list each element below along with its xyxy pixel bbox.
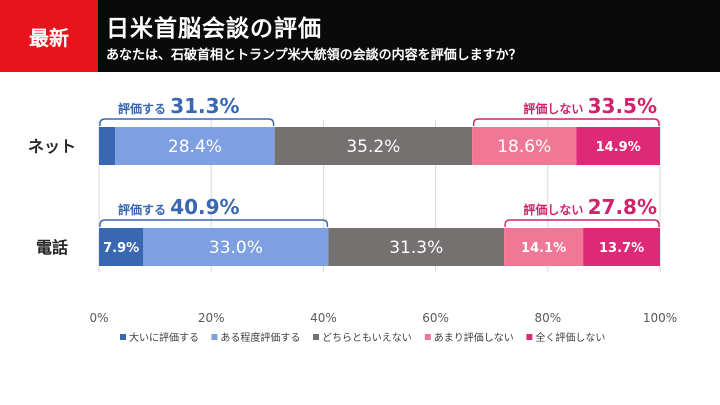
legend-label: 全く評価しない (535, 331, 605, 344)
latest-badge: 最新 (0, 0, 98, 72)
x-tick-label: 0% (89, 311, 108, 325)
annotation-label: 評価しない 27.8% (523, 195, 657, 219)
legend-label: ある程度評価する (220, 331, 300, 344)
legend-label: あまり評価しない (434, 331, 514, 344)
legend-swatch (424, 334, 431, 340)
data-label: 33.0% (209, 238, 263, 258)
legend-swatch (211, 334, 218, 340)
annotation-label: 評価する 31.3% (118, 94, 240, 118)
page-title: 日米首脳会談の評価 (106, 16, 322, 42)
data-label: 14.9% (596, 140, 641, 155)
legend-label: 大いに評価する (129, 331, 199, 344)
bar-segment (504, 228, 584, 266)
annotation-label: 評価しない 33.5% (523, 94, 657, 118)
data-label: 18.6% (497, 137, 551, 157)
bar-segment (274, 127, 473, 165)
data-label: 7.9% (103, 241, 139, 256)
bar-segment (115, 127, 275, 165)
category-label: ネット (28, 137, 76, 156)
legend-swatch (526, 334, 533, 340)
bar-segment (328, 228, 505, 266)
legend-swatch (120, 334, 126, 340)
x-tick-label: 60% (422, 311, 449, 325)
page-subtitle: あなたは、石破首相とトランプ米大統領の会談の内容を評価しますか？ (106, 48, 522, 63)
bar-segment (583, 228, 660, 266)
header-bar: 最新 日米首脳会談の評価 あなたは、石破首相とトランプ米大統領の会談の内容を評価… (0, 0, 720, 72)
legend-swatch (313, 334, 319, 340)
data-label: 13.7% (599, 241, 644, 256)
x-tick-label: 40% (310, 311, 337, 325)
data-label: 31.3% (389, 238, 443, 258)
annotation-bracket (99, 118, 275, 126)
bar-segment (99, 228, 144, 266)
category-label: 電話 (36, 238, 68, 257)
annotation-label: 評価する 40.9% (118, 195, 240, 219)
data-label: 14.1% (521, 241, 566, 256)
data-label: 28.4% (168, 137, 222, 157)
x-tick-label: 80% (534, 311, 561, 325)
annotation-bracket (472, 118, 660, 126)
bar-segment (99, 127, 116, 165)
bar-segment (576, 127, 660, 165)
data-label: 35.2% (346, 137, 400, 157)
annotation-bracket (99, 219, 329, 227)
bar-segment (143, 228, 329, 266)
annotation-bracket (504, 219, 660, 227)
bar-segment (472, 127, 577, 165)
x-tick-label: 20% (198, 311, 225, 325)
legend-label: どちらともいえない (322, 332, 412, 344)
x-tick-label: 100% (643, 311, 677, 325)
